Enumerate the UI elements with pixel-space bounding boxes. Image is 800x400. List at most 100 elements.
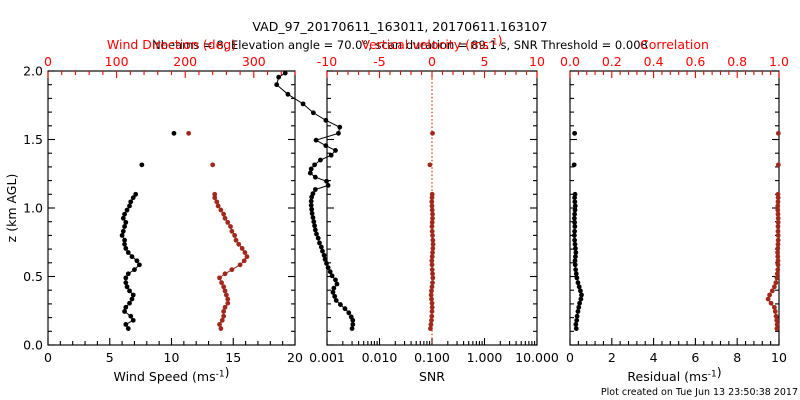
top-x-tick-label: 0 xyxy=(428,54,436,69)
data-point xyxy=(774,322,780,327)
data-point xyxy=(310,110,316,116)
top-x-tick-label: 0 xyxy=(44,54,52,69)
data-point xyxy=(133,191,139,197)
data-point xyxy=(307,170,313,176)
data-point xyxy=(430,246,436,251)
data-point xyxy=(350,322,356,327)
data-point xyxy=(120,215,126,221)
series-residual-isolated xyxy=(571,130,577,168)
x-tick-label: 2 xyxy=(608,350,616,365)
data-point xyxy=(578,296,584,302)
x-tick-label: 10 xyxy=(164,350,180,365)
bottom-axis-title: SNR xyxy=(419,369,445,384)
data-point xyxy=(578,288,583,294)
data-point xyxy=(775,224,781,229)
data-point xyxy=(300,101,306,107)
data-point xyxy=(129,254,135,260)
data-point xyxy=(310,215,316,220)
y-axis: 0.0 0.5 1.0 1.5 2.0 xyxy=(23,64,295,353)
data-point xyxy=(237,262,243,268)
data-point xyxy=(123,322,129,327)
data-point xyxy=(349,326,355,331)
data-point xyxy=(324,178,329,184)
data-point xyxy=(323,117,329,123)
data-point xyxy=(124,207,130,213)
data-point xyxy=(775,250,780,255)
data-point xyxy=(225,219,231,225)
data-point xyxy=(311,219,317,225)
data-point xyxy=(129,296,135,302)
data-point xyxy=(123,246,129,251)
y-axis-label: z (km AGL) xyxy=(4,174,19,243)
x-tick-label: 10 xyxy=(771,350,787,365)
data-point xyxy=(428,322,434,327)
data-point xyxy=(429,191,435,197)
data-point xyxy=(775,262,781,268)
data-point xyxy=(573,267,579,273)
data-point xyxy=(571,215,577,221)
data-point xyxy=(125,326,131,331)
data-point xyxy=(572,199,578,205)
data-point xyxy=(772,309,778,314)
x-tick-label: 4 xyxy=(650,350,658,365)
data-point xyxy=(282,70,288,76)
data-point xyxy=(337,124,343,130)
x-tick-label: 0.010 xyxy=(362,350,398,365)
data-point xyxy=(428,326,433,331)
x-tick-label: 8 xyxy=(733,350,741,365)
data-point xyxy=(123,304,129,310)
data-point xyxy=(218,326,224,331)
series-wind-direction-isolated xyxy=(186,130,216,168)
data-point xyxy=(222,215,228,221)
data-point xyxy=(773,280,779,286)
data-point xyxy=(429,224,435,229)
data-point xyxy=(769,288,775,294)
data-point xyxy=(430,130,435,136)
data-point xyxy=(228,224,233,229)
bottom-x-axis: 0 2 4 6 8 10 xyxy=(566,338,787,365)
data-point xyxy=(312,223,317,229)
data-point xyxy=(430,275,436,281)
data-point xyxy=(327,269,333,275)
data-point xyxy=(125,250,131,255)
top-axis-title: Vertical velocity (ms-1) xyxy=(361,33,502,53)
plot-created-footer: Plot created on Tue Jun 13 23:50:38 2017 xyxy=(601,387,798,398)
data-point xyxy=(225,296,231,302)
data-point xyxy=(577,300,583,306)
data-point xyxy=(212,195,218,201)
data-point xyxy=(429,284,435,290)
data-point xyxy=(309,206,315,212)
data-point xyxy=(430,280,435,286)
data-point xyxy=(122,224,127,229)
data-point xyxy=(233,237,239,243)
top-x-tick-label: 200 xyxy=(173,54,197,69)
x-tick-label: 0 xyxy=(566,350,574,365)
data-point xyxy=(573,322,579,327)
data-point xyxy=(573,254,578,260)
data-point xyxy=(130,292,136,298)
data-point xyxy=(430,211,435,217)
top-x-tick-label: 0.0 xyxy=(560,54,580,69)
data-point xyxy=(429,304,435,310)
data-point xyxy=(429,288,434,294)
data-point xyxy=(572,211,577,217)
data-point xyxy=(330,289,336,295)
data-point xyxy=(315,235,321,241)
data-point xyxy=(575,280,581,286)
data-point xyxy=(322,256,328,262)
data-point xyxy=(122,241,127,247)
top-x-tick-label: 0.2 xyxy=(602,54,622,69)
top-axis-title: Correlation xyxy=(640,37,709,52)
data-point xyxy=(429,309,435,314)
data-point xyxy=(775,228,781,234)
y-tick-label: 0.0 xyxy=(23,338,43,353)
series-correlation-isolated xyxy=(775,130,781,168)
data-point xyxy=(333,298,339,303)
data-point xyxy=(217,275,222,281)
series-vertical-velocity-isolated xyxy=(427,130,435,168)
data-point xyxy=(222,304,228,310)
data-point xyxy=(572,237,577,243)
data-point xyxy=(325,265,331,270)
